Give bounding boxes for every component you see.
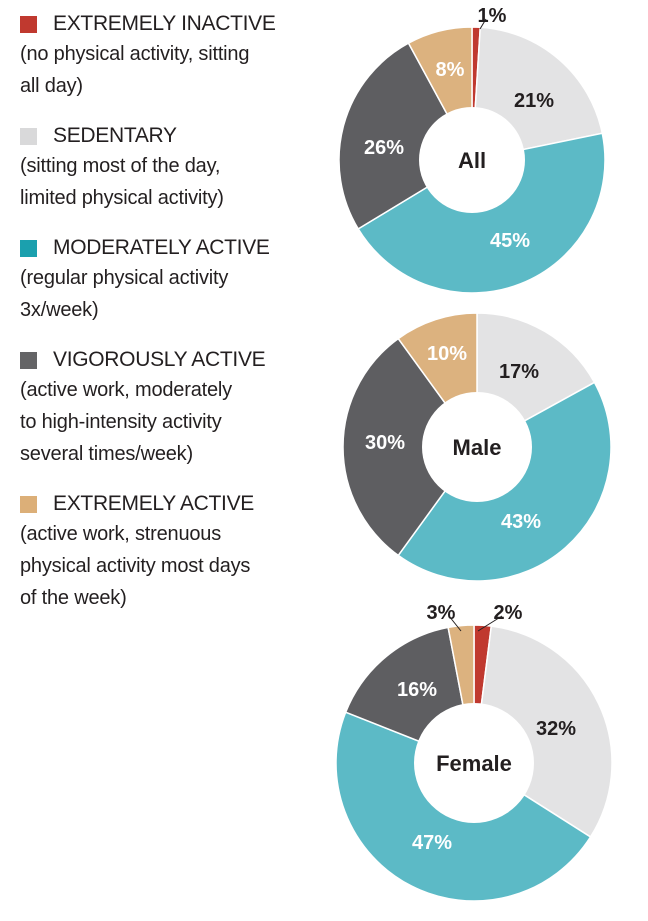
donut-center-label: Female — [436, 751, 512, 776]
legend-label: SEDENTARY — [53, 124, 177, 147]
donut-all: All 1% 21% 45% 26% 8% — [338, 5, 606, 294]
slice-label-vigorously-active: 26% — [364, 137, 404, 159]
slice-vigorously-active — [338, 42, 474, 230]
donut-center-label: Male — [453, 435, 502, 460]
legend-item-extremely-active: EXTREMELY ACTIVE (active work, strenuous… — [20, 490, 320, 614]
slice-label-sedentary: 17% — [499, 361, 539, 383]
slice-vigorously-active — [342, 337, 478, 557]
slice-label-moderately-active: 43% — [501, 511, 541, 533]
swatch-extremely-active — [20, 495, 37, 513]
leader-line — [479, 18, 487, 30]
slice-label-moderately-active: 47% — [412, 832, 452, 854]
legend-label: MODERATELY ACTIVE — [53, 236, 270, 259]
legend-label: EXTREMELY INACTIVE — [53, 12, 276, 35]
swatch-moderately-active — [20, 239, 37, 257]
legend: EXTREMELY INACTIVE (no physical activity… — [20, 10, 320, 634]
legend-item-extremely-inactive: EXTREMELY INACTIVE (no physical activity… — [20, 10, 320, 102]
slice-label-moderately-active: 45% — [490, 230, 530, 252]
slice-label-extremely-active: 10% — [427, 343, 467, 365]
legend-head: VIGOROUSLY ACTIVE — [20, 346, 320, 374]
legend-item-sedentary: SEDENTARY (sitting most of the day, limi… — [20, 122, 320, 214]
legend-description: (no physical activity, sitting all day) — [20, 43, 250, 97]
legend-description: (active work, moderately to high-intensi… — [20, 379, 232, 465]
legend-description: (sitting most of the day, limited physic… — [20, 155, 224, 209]
legend-item-moderately-active: MODERATELY ACTIVE (regular physical acti… — [20, 234, 320, 326]
donut-male: Male 17% 43% 30% 10% — [342, 312, 612, 582]
legend-item-vigorously-active: VIGOROUSLY ACTIVE (active work, moderate… — [20, 346, 320, 470]
donut-hole — [422, 392, 532, 502]
slice-label-extremely-active: 8% — [436, 59, 465, 81]
swatch-sedentary — [20, 127, 37, 145]
swatch-vigorously-active — [20, 351, 37, 369]
legend-description: (active work, strenuous physical activit… — [20, 523, 251, 609]
donut-hole — [419, 107, 525, 213]
legend-description: (regular physical activity 3x/week) — [20, 267, 229, 321]
donut-hole — [414, 703, 534, 823]
slice-label-extremely-inactive: 1% — [478, 5, 507, 27]
slice-label-extremely-active: 3% — [427, 602, 456, 624]
legend-head: EXTREMELY ACTIVE — [20, 490, 320, 518]
legend-label: EXTREMELY ACTIVE — [53, 492, 254, 515]
donut-female: Female 2% 32% 47% 16% 3% — [335, 602, 613, 902]
donut-center-label: All — [458, 148, 486, 173]
legend-head: EXTREMELY INACTIVE — [20, 10, 320, 38]
legend-label: VIGOROUSLY ACTIVE — [53, 348, 266, 371]
slice-label-sedentary: 32% — [536, 718, 576, 740]
slice-label-sedentary: 21% — [514, 90, 554, 112]
leader-line — [448, 615, 462, 632]
slice-label-extremely-inactive: 2% — [494, 602, 523, 624]
legend-head: SEDENTARY — [20, 122, 320, 150]
slice-label-vigorously-active: 30% — [365, 432, 405, 454]
swatch-extremely-inactive — [20, 15, 37, 33]
slice-moderately-active — [357, 132, 606, 294]
legend-head: MODERATELY ACTIVE — [20, 234, 320, 262]
leader-line — [477, 615, 503, 632]
slice-label-vigorously-active: 16% — [397, 679, 437, 701]
